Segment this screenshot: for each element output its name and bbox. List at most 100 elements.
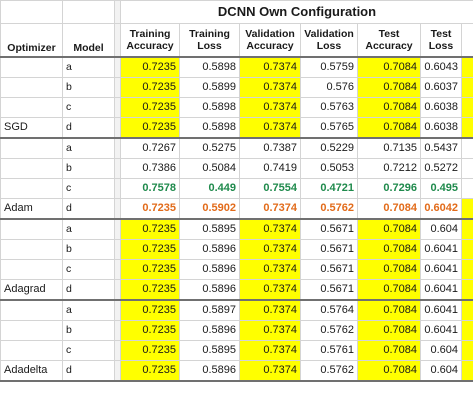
validation-accuracy-cell[interactable]: 0.7374 (240, 199, 301, 220)
model-cell[interactable]: d (63, 199, 115, 220)
training-accuracy-cell[interactable]: 0.7235 (121, 57, 180, 78)
model-cell[interactable]: c (63, 341, 115, 361)
validation-loss-cell[interactable]: 0.5762 (301, 199, 358, 220)
overflow-cell[interactable] (462, 240, 473, 260)
model-cell[interactable]: a (63, 219, 115, 240)
test-accuracy-cell[interactable]: 0.7084 (358, 361, 421, 382)
training-loss-cell[interactable]: 0.5895 (180, 219, 240, 240)
test-loss-cell[interactable]: 0.604 (421, 219, 462, 240)
header-training-loss[interactable]: Training Loss (180, 24, 240, 58)
validation-accuracy-cell[interactable]: 0.7554 (240, 179, 301, 199)
overflow-cell[interactable] (462, 219, 473, 240)
model-cell[interactable]: a (63, 138, 115, 159)
test-accuracy-cell[interactable]: 0.7084 (358, 321, 421, 341)
overflow-cell[interactable] (462, 24, 473, 58)
overflow-cell[interactable] (462, 118, 473, 139)
overflow-cell[interactable] (462, 78, 473, 98)
validation-loss-cell[interactable]: 0.5761 (301, 341, 358, 361)
training-loss-cell[interactable]: 0.5899 (180, 78, 240, 98)
validation-accuracy-cell[interactable]: 0.7374 (240, 219, 301, 240)
training-accuracy-cell[interactable]: 0.7235 (121, 78, 180, 98)
optimizer-cell[interactable] (1, 341, 63, 361)
header-training-accuracy[interactable]: Training Accuracy (121, 24, 180, 58)
model-cell[interactable]: b (63, 240, 115, 260)
validation-accuracy-cell[interactable]: 0.7419 (240, 159, 301, 179)
optimizer-cell[interactable] (1, 159, 63, 179)
model-cell[interactable]: b (63, 321, 115, 341)
header-validation-loss[interactable]: Validation Loss (301, 24, 358, 58)
test-accuracy-cell[interactable]: 0.7296 (358, 179, 421, 199)
test-loss-cell[interactable]: 0.604 (421, 341, 462, 361)
training-accuracy-cell[interactable]: 0.7235 (121, 98, 180, 118)
validation-accuracy-cell[interactable]: 0.7374 (240, 300, 301, 321)
training-accuracy-cell[interactable]: 0.7267 (121, 138, 180, 159)
test-accuracy-cell[interactable]: 0.7084 (358, 57, 421, 78)
test-accuracy-cell[interactable]: 0.7212 (358, 159, 421, 179)
header-validation-accuracy[interactable]: Validation Accuracy (240, 24, 301, 58)
validation-accuracy-cell[interactable]: 0.7387 (240, 138, 301, 159)
test-accuracy-cell[interactable]: 0.7084 (358, 199, 421, 220)
optimizer-cell[interactable] (1, 321, 63, 341)
validation-accuracy-cell[interactable]: 0.7374 (240, 321, 301, 341)
training-accuracy-cell[interactable]: 0.7235 (121, 341, 180, 361)
header-test-loss[interactable]: Test Loss (421, 24, 462, 58)
header-model[interactable]: Model (63, 24, 115, 58)
validation-loss-cell[interactable]: 0.5762 (301, 361, 358, 382)
optimizer-cell[interactable] (1, 260, 63, 280)
training-loss-cell[interactable]: 0.5898 (180, 57, 240, 78)
validation-loss-cell[interactable]: 0.5764 (301, 300, 358, 321)
test-accuracy-cell[interactable]: 0.7084 (358, 260, 421, 280)
overflow-cell[interactable] (462, 179, 473, 199)
validation-accuracy-cell[interactable]: 0.7374 (240, 280, 301, 301)
validation-accuracy-cell[interactable]: 0.7374 (240, 361, 301, 382)
header-test-accuracy[interactable]: Test Accuracy (358, 24, 421, 58)
test-loss-cell[interactable]: 0.495 (421, 179, 462, 199)
test-accuracy-cell[interactable]: 0.7084 (358, 280, 421, 301)
validation-loss-cell[interactable]: 0.5671 (301, 260, 358, 280)
training-accuracy-cell[interactable]: 0.7235 (121, 300, 180, 321)
test-accuracy-cell[interactable]: 0.7084 (358, 78, 421, 98)
validation-accuracy-cell[interactable]: 0.7374 (240, 260, 301, 280)
training-loss-cell[interactable]: 0.5084 (180, 159, 240, 179)
test-accuracy-cell[interactable]: 0.7084 (358, 118, 421, 139)
test-accuracy-cell[interactable]: 0.7084 (358, 240, 421, 260)
overflow-cell[interactable] (462, 138, 473, 159)
training-loss-cell[interactable]: 0.5898 (180, 118, 240, 139)
training-loss-cell[interactable]: 0.5895 (180, 341, 240, 361)
training-loss-cell[interactable]: 0.5896 (180, 260, 240, 280)
training-accuracy-cell[interactable]: 0.7235 (121, 199, 180, 220)
overflow-cell[interactable] (462, 300, 473, 321)
training-loss-cell[interactable]: 0.5902 (180, 199, 240, 220)
optimizer-cell[interactable]: Adagrad (1, 280, 63, 301)
training-accuracy-cell[interactable]: 0.7235 (121, 321, 180, 341)
validation-accuracy-cell[interactable]: 0.7374 (240, 240, 301, 260)
optimizer-cell[interactable] (1, 78, 63, 98)
model-cell[interactable]: b (63, 159, 115, 179)
overflow-cell[interactable] (462, 361, 473, 382)
training-loss-cell[interactable]: 0.449 (180, 179, 240, 199)
validation-accuracy-cell[interactable]: 0.7374 (240, 118, 301, 139)
model-cell[interactable]: b (63, 78, 115, 98)
overflow-cell[interactable] (462, 98, 473, 118)
training-accuracy-cell[interactable]: 0.7235 (121, 280, 180, 301)
validation-loss-cell[interactable]: 0.5759 (301, 57, 358, 78)
table-title[interactable]: DCNN Own Configuration (121, 1, 473, 24)
test-loss-cell[interactable]: 0.5272 (421, 159, 462, 179)
overflow-cell[interactable] (462, 57, 473, 78)
test-accuracy-cell[interactable]: 0.7084 (358, 219, 421, 240)
validation-loss-cell[interactable]: 0.5053 (301, 159, 358, 179)
optimizer-cell[interactable] (1, 138, 63, 159)
validation-accuracy-cell[interactable]: 0.7374 (240, 57, 301, 78)
overflow-cell[interactable] (462, 280, 473, 301)
training-loss-cell[interactable]: 0.5896 (180, 361, 240, 382)
test-loss-cell[interactable]: 0.6041 (421, 300, 462, 321)
training-loss-cell[interactable]: 0.5896 (180, 240, 240, 260)
test-accuracy-cell[interactable]: 0.7084 (358, 341, 421, 361)
test-loss-cell[interactable]: 0.5437 (421, 138, 462, 159)
test-accuracy-cell[interactable]: 0.7084 (358, 98, 421, 118)
training-accuracy-cell[interactable]: 0.7235 (121, 118, 180, 139)
header-blank-cell[interactable] (63, 1, 115, 24)
model-cell[interactable]: c (63, 260, 115, 280)
validation-accuracy-cell[interactable]: 0.7374 (240, 98, 301, 118)
model-cell[interactable]: c (63, 98, 115, 118)
